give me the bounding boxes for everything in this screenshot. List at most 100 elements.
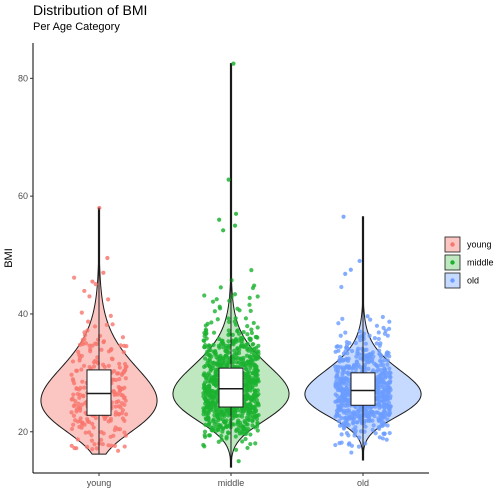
- data-point-young: [76, 401, 81, 406]
- data-point-middle: [218, 306, 223, 311]
- data-point-young: [69, 443, 74, 448]
- data-point-young: [106, 443, 111, 448]
- data-point-old: [385, 423, 390, 428]
- data-point-young: [106, 349, 112, 354]
- data-point-young: [78, 385, 83, 391]
- data-point-middle: [253, 441, 258, 446]
- data-point-middle: [204, 331, 209, 336]
- data-point-old: [367, 415, 372, 420]
- data-point-young: [110, 322, 115, 327]
- data-point-middle: [243, 372, 248, 377]
- data-point-young: [104, 322, 109, 327]
- data-point-young: [92, 324, 98, 329]
- data-point-young: [119, 392, 124, 398]
- data-point-old: [337, 423, 343, 428]
- data-point-young: [84, 444, 90, 449]
- data-point-old: [377, 435, 382, 440]
- data-point-middle: [235, 346, 240, 351]
- data-point-middle: [245, 388, 250, 393]
- data-point-middle: [251, 341, 256, 347]
- data-point-middle: [251, 398, 256, 403]
- data-point-middle: [249, 330, 255, 336]
- data-point-old: [333, 381, 338, 386]
- data-point-young: [92, 442, 97, 447]
- data-point-middle: [217, 407, 222, 412]
- data-point-old: [362, 429, 367, 434]
- data-point-young: [101, 431, 106, 436]
- data-point-young: [99, 437, 104, 442]
- data-point-young: [69, 410, 74, 415]
- data-point-young: [102, 416, 107, 421]
- data-point-old: [334, 412, 339, 417]
- data-point-middle: [248, 441, 253, 447]
- data-point-young: [80, 422, 85, 427]
- data-point-old: [379, 359, 384, 364]
- y-tick-label: 20: [18, 427, 28, 437]
- data-point-old: [336, 321, 341, 326]
- data-point-old: [368, 409, 373, 415]
- data-point-young: [122, 361, 128, 367]
- data-point-young: [87, 343, 92, 348]
- data-point-young: [116, 404, 121, 409]
- data-point-old: [370, 357, 375, 362]
- data-point-young: [82, 385, 87, 390]
- data-point-young: [86, 419, 92, 425]
- data-point-old: [349, 450, 354, 455]
- outlier-point-middle: [231, 61, 236, 66]
- data-point-young: [81, 363, 87, 368]
- data-point-young: [87, 430, 92, 435]
- data-point-old: [341, 390, 346, 395]
- data-point-young: [123, 412, 129, 417]
- data-point-young: [93, 282, 98, 287]
- data-point-young: [71, 403, 76, 409]
- data-point-middle: [223, 358, 228, 363]
- data-point-old: [381, 380, 386, 385]
- data-point-middle: [220, 362, 225, 368]
- boxplot-box-young: [86, 369, 112, 416]
- data-point-old: [386, 326, 392, 331]
- data-point-middle: [214, 297, 219, 302]
- data-point-old: [387, 370, 392, 375]
- data-point-middle: [245, 359, 250, 364]
- data-point-middle: [255, 368, 260, 373]
- data-point-middle: [241, 329, 246, 335]
- data-point-old: [335, 364, 340, 370]
- data-point-middle: [240, 439, 245, 444]
- data-point-young: [106, 297, 111, 302]
- data-point-middle: [202, 429, 208, 434]
- outlier-point-young: [97, 205, 102, 211]
- data-point-old: [354, 359, 359, 364]
- data-point-old: [337, 398, 342, 403]
- data-point-middle: [221, 426, 226, 431]
- data-point-old: [372, 361, 377, 366]
- data-point-young: [70, 359, 76, 364]
- data-point-middle: [206, 422, 212, 427]
- data-point-young: [71, 413, 77, 418]
- data-point-middle: [231, 342, 236, 347]
- data-point-young: [115, 448, 121, 453]
- data-point-middle: [252, 410, 257, 415]
- data-point-old: [368, 317, 373, 322]
- data-point-middle: [205, 387, 210, 393]
- data-point-old: [381, 409, 387, 414]
- legend: young middle old: [444, 236, 494, 289]
- outlier-point-old: [348, 267, 353, 272]
- data-point-middle: [213, 377, 219, 382]
- data-point-middle: [210, 418, 216, 423]
- data-point-young: [119, 372, 124, 377]
- data-point-old: [374, 341, 379, 346]
- data-point-young: [91, 425, 96, 430]
- data-point-old: [336, 348, 341, 353]
- data-point-old: [387, 319, 392, 324]
- data-point-old: [343, 403, 348, 408]
- data-point-young: [81, 394, 86, 399]
- data-point-middle: [210, 388, 216, 394]
- data-point-middle: [221, 419, 227, 424]
- data-point-young: [108, 416, 113, 421]
- data-point-young: [118, 427, 123, 432]
- data-point-middle: [255, 294, 260, 299]
- data-point-middle: [209, 392, 214, 397]
- data-point-old: [377, 343, 382, 348]
- data-point-middle: [235, 408, 240, 413]
- data-point-middle: [219, 437, 224, 442]
